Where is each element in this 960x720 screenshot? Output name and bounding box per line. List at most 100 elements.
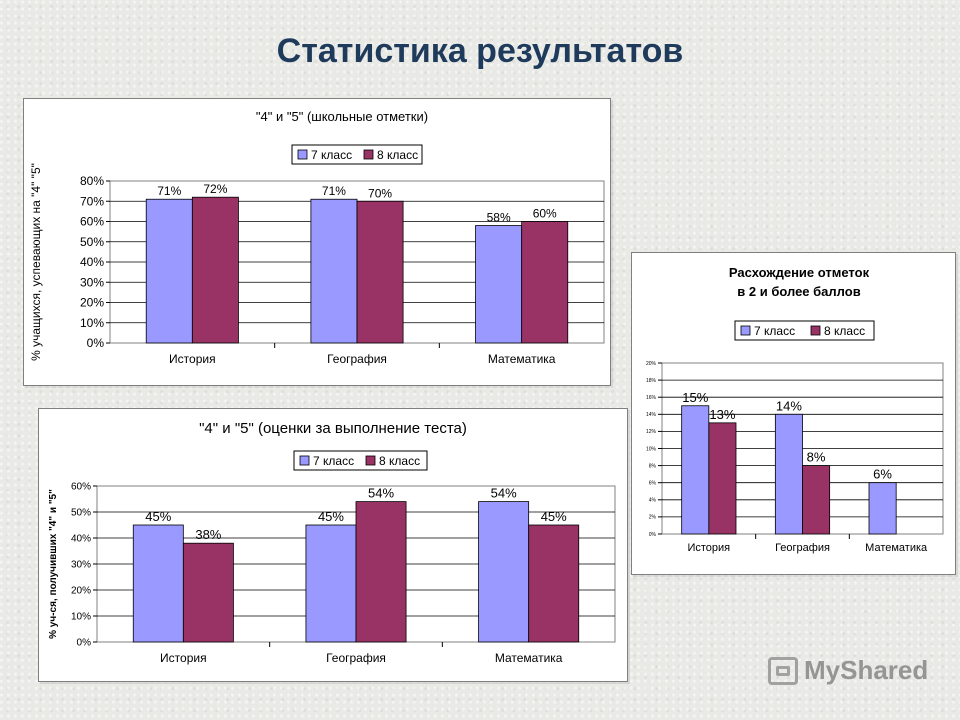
chart-school-marks-svg: "4" и "5" (школьные отметки) 7 класс 8 кла… [29,109,605,366]
bar [774,413,803,535]
x-category-label: История [169,352,216,366]
chart-test-results-svg: "4" и "5" (оценки за выполнение теста) 7 … [48,420,616,665]
y-tick-label: 0% [649,532,657,538]
data-label: 45% [541,509,567,524]
data-label: 71% [322,184,346,198]
watermark: MyShared [768,655,928,686]
legend-swatch [299,455,310,466]
chart-title: "4" и "5" (школьные отметки) [256,109,428,124]
data-label: 45% [318,509,344,524]
data-label: 6% [873,467,892,482]
y-tick-label: 30% [80,275,104,289]
y-tick-label: 16% [646,395,657,401]
x-category-label: Математика [495,651,563,665]
legend-label: 8 класс [379,454,420,468]
bar [355,501,407,643]
y-tick-label: 60% [80,215,104,229]
x-category-label: География [327,352,387,366]
bar [478,501,530,643]
chart-subtitle: в 2 и более баллов [737,284,860,299]
y-tick-label: 30% [71,560,91,571]
data-label: 72% [203,182,227,196]
bar [708,422,737,535]
legend-box [734,320,875,341]
data-label: 38% [195,527,221,542]
presentation-icon [768,656,798,685]
y-tick-label: 50% [71,508,91,519]
y-tick-label: 0% [77,638,92,649]
y-tick-label: 8% [649,463,657,469]
data-label: 13% [709,407,735,422]
y-tick-label: 4% [649,498,657,504]
bar [802,465,831,535]
y-tick-label: 18% [646,378,657,384]
data-label: 71% [157,184,181,198]
y-tick-label: 40% [71,534,91,545]
x-category-label: История [160,651,207,665]
chart-discrepancy: Расхождение отметок в 2 и более баллов 7 к… [631,252,956,575]
data-label: 8% [807,450,826,465]
legend-swatch [363,149,374,160]
x-category-label: Математика [865,542,928,554]
legend-box [291,144,423,165]
legend-label: 8 класс [377,148,418,162]
watermark-text: MyShared [804,655,929,685]
bar [868,482,897,535]
bar [521,221,569,344]
legend-label: 7 класс [754,324,795,338]
legend-label: 7 класс [313,454,354,468]
y-tick-label: 50% [80,235,104,249]
y-tick-label: 2% [649,515,657,521]
chart-title: Расхождение отметок [729,265,870,280]
bar [310,198,358,344]
y-tick-label: 20% [71,586,91,597]
bar [191,196,239,344]
chart-school-marks: "4" и "5" (школьные отметки) 7 класс 8 кла… [23,98,611,386]
y-tick-label: 14% [646,412,657,418]
y-tick-label: 10% [80,316,104,330]
x-category-label: География [775,542,830,554]
x-category-label: География [326,651,386,665]
chart-discrepancy-svg: Расхождение отметок в 2 и более баллов 7 к… [646,265,944,554]
data-label: 45% [145,509,171,524]
chart-title: "4" и "5" (оценки за выполнение теста) [199,420,467,437]
data-label: 54% [368,486,394,501]
bar [182,542,234,643]
legend-box [293,450,428,471]
bar [475,225,523,344]
bar [528,524,580,643]
legend-swatch [365,455,376,466]
bar [681,405,710,535]
data-label: 15% [682,390,708,405]
y-tick-label: 10% [646,446,657,452]
x-category-label: История [687,542,730,554]
chart-test-results: "4" и "5" (оценки за выполнение теста) 7 … [38,408,628,682]
data-label: 14% [776,398,802,413]
y-tick-label: 12% [646,429,657,435]
bar [356,200,404,344]
y-tick-label: 20% [646,361,657,367]
y-tick-label: 10% [71,612,91,623]
data-label: 54% [491,486,517,501]
bar [305,524,357,643]
bar [132,524,184,643]
legend-swatch [740,325,751,336]
data-label: 70% [368,186,392,200]
x-category-label: Математика [488,352,556,366]
y-tick-label: 20% [80,296,104,310]
legend-label: 8 класс [824,324,865,338]
y-tick-label: 80% [80,174,104,188]
data-label: 58% [487,211,511,225]
legend-label: 7 класс [311,148,352,162]
legend-swatch [810,325,821,336]
slide-title: Статистика результатов [276,32,684,70]
y-tick-label: 0% [87,336,105,350]
y-tick-label: 70% [80,194,104,208]
data-label: 60% [533,207,557,221]
y-tick-label: 60% [71,482,91,493]
y-tick-label: 6% [649,480,657,486]
y-axis-label: % уч-ся, получивших "4" и "5" [48,489,59,639]
y-tick-label: 40% [80,255,104,269]
bar [145,198,193,344]
y-axis-label: % учащихся, успевающих на "4" "5" [29,163,43,361]
